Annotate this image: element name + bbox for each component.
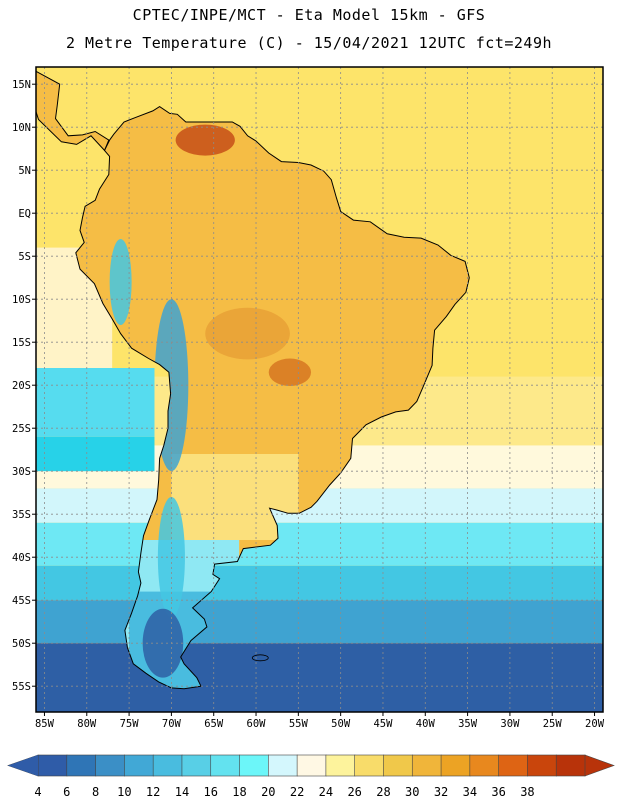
latitude-tick-label: 10S [12,294,31,306]
longitude-tick-label: 50W [331,718,351,730]
latitude-tick-label: 45S [12,595,31,607]
ocean-temperature-band [36,643,603,712]
longitude-tick-label: 80W [77,718,97,730]
colorbar-level-label: 22 [290,785,304,799]
colorbar-low-arrow-fill [8,755,38,776]
colorbar: 4 6 8 10 12 14 16 18 20 22 24 26 28 30 32 34 36 38 [7,754,615,799]
latitude-tick-label: 30S [12,466,31,478]
warm-temperature-hotspot [205,307,290,360]
colorbar-swatch [239,754,269,777]
colorbar-level-label: 36 [491,785,505,799]
colorbar-swatch [181,754,212,777]
longitude-tick-label: 40W [416,718,436,730]
longitude-tick-label: 65W [204,718,224,730]
colorbar-swatch [268,754,298,777]
colorbar-swatch [325,754,356,777]
colorbar-swatch [66,754,97,777]
colorbar-level-label: 28 [376,785,390,799]
latitude-tick-label: 10N [12,122,31,134]
colorbar-level-label: 30 [405,785,419,799]
latitude-tick-label: 15N [12,79,31,91]
chart-title-line1: CPTEC/INPE/MCT - Eta Model 15km - GFS [132,6,486,24]
colorbar-swatch [383,754,413,777]
latitude-tick-label: 40S [12,552,31,564]
longitude-tick-label: 25W [543,718,563,730]
latitude-tick-label: 55S [12,681,31,693]
colorbar-level-label: 32 [434,785,448,799]
colorbar-level-label: 38 [520,785,534,799]
colorbar-level-label: 16 [204,785,218,799]
warm-temperature-hotspot [268,358,312,387]
colorbar-high-arrow [584,754,615,777]
andes-cool-region [109,239,132,325]
colorbar-swatch [498,754,529,777]
longitude-tick-label: 85W [35,718,55,730]
longitude-tick-label: 35W [458,718,478,730]
warm-temperature-hotspot [175,124,235,156]
colorbar-swatch [210,754,241,777]
colorbar-level-label: 34 [463,785,477,799]
latitude-tick-label: EQ [18,208,31,220]
longitude-tick-label: 45W [373,718,393,730]
temperature-map: 15N 10N 5N EQ 5S 10S 15S 20S 25S 30S 35S 40S 45S 50S 5… [12,66,605,730]
colorbar-level-label: 8 [92,785,99,799]
colorbar-swatch [555,754,586,777]
colorbar-swatch [440,754,471,777]
colorbar-swatch [124,754,154,777]
colorbar-level-label: 12 [146,785,160,799]
longitude-tick-label: 60W [247,718,267,730]
colorbar-level-label: 18 [232,785,246,799]
colorbar-level-label: 4 [34,785,41,799]
colorbar-swatch [296,754,327,777]
latitude-tick-label: 25S [12,423,31,435]
chart-title-line2: 2 Metre Temperature (C) - 15/04/2021 12U… [65,34,553,52]
latitude-tick-label: 15S [12,337,31,349]
longitude-tick-label: 55W [289,718,309,730]
colorbar-swatch [354,754,385,777]
pacific-temperature-band [36,368,155,437]
colorbar-swatch [411,754,442,777]
colorbar-level-label: 26 [347,785,361,799]
colorbar-level-label: 14 [175,785,189,799]
longitude-tick-label: 70W [162,718,182,730]
colorbar-swatch [527,754,557,777]
central-america-landmass [36,71,109,151]
longitude-tick-label: 75W [120,718,140,730]
south-america-coastline [75,106,470,690]
longitude-tick-label: 30W [500,718,520,730]
colorbar-level-label: 20 [261,785,275,799]
colorbar-swatch [152,754,183,777]
latitude-tick-label: 35S [12,509,31,521]
central-america-coastline [36,70,110,152]
colorbar-level-label: 6 [63,785,70,799]
ocean-temperature-band [36,522,603,566]
ocean-temperature-band [36,565,603,601]
ocean-temperature-band [36,600,603,644]
latitude-tick-label: 20S [12,380,31,392]
falkland-islands [251,654,269,662]
pacific-temperature-band [36,436,155,472]
colorbar-swatch [95,754,125,777]
latitude-tick-label: 5N [18,165,31,177]
colorbar-level-label: 10 [117,785,131,799]
latitude-tick-label: 5S [18,251,31,263]
colorbar-swatch [37,754,68,777]
colorbar-swatch [469,754,500,777]
latitude-tick-label: 50S [12,638,31,650]
colorbar-level-label: 24 [319,785,333,799]
longitude-tick-label: 20W [585,718,605,730]
map-frame [35,66,604,713]
